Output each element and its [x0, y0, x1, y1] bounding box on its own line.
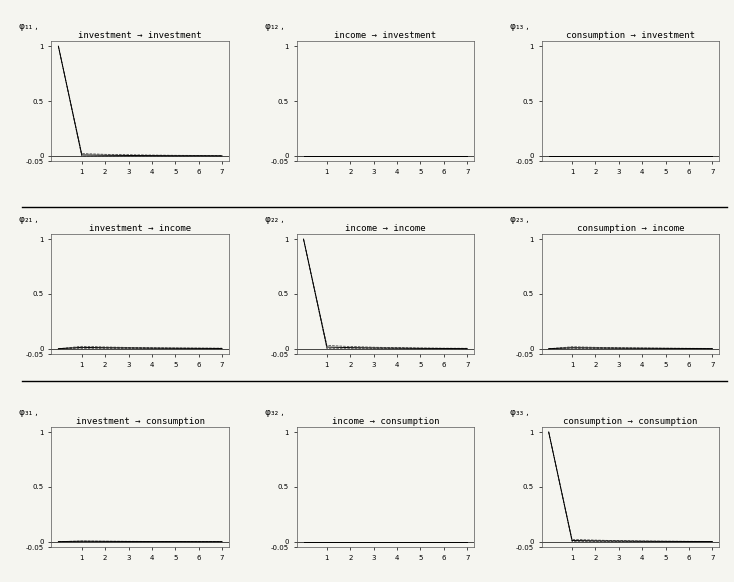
Text: φ₁₃ ,: φ₁₃ , — [509, 22, 528, 31]
Text: φ₂₂ ,: φ₂₂ , — [264, 215, 283, 224]
Title: consumption → investment: consumption → investment — [566, 31, 695, 40]
Title: income → income: income → income — [345, 224, 426, 233]
Text: φ₂₁ ,: φ₂₁ , — [19, 215, 38, 224]
Title: consumption → consumption: consumption → consumption — [563, 417, 698, 426]
Title: consumption → income: consumption → income — [577, 224, 684, 233]
Title: investment → consumption: investment → consumption — [76, 417, 205, 426]
Text: φ₃₃ ,: φ₃₃ , — [509, 408, 528, 417]
Text: φ₁₂ ,: φ₁₂ , — [264, 22, 283, 31]
Text: φ₂₃ ,: φ₂₃ , — [509, 215, 528, 224]
Text: φ₁₁ ,: φ₁₁ , — [19, 22, 38, 31]
Title: investment → income: investment → income — [89, 224, 192, 233]
Title: income → investment: income → investment — [334, 31, 437, 40]
Text: φ₃₂ ,: φ₃₂ , — [264, 408, 283, 417]
Title: income → consumption: income → consumption — [332, 417, 439, 426]
Title: investment → investment: investment → investment — [79, 31, 202, 40]
Text: φ₃₁ ,: φ₃₁ , — [19, 408, 38, 417]
